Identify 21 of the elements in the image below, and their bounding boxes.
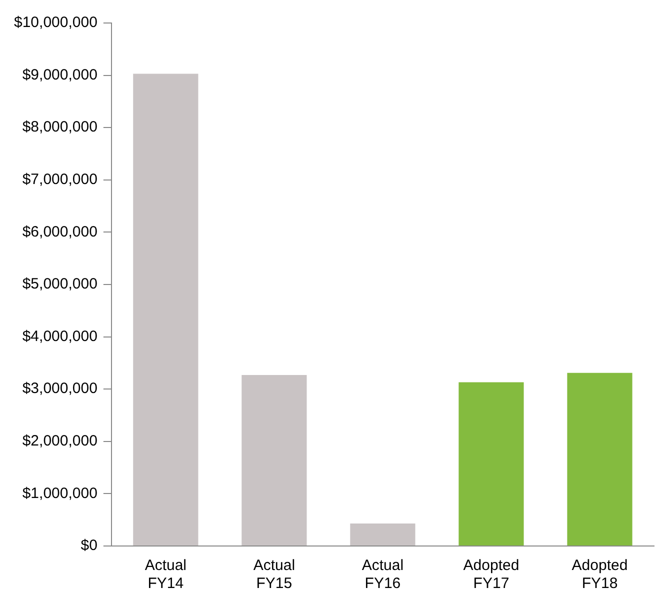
x-tick-label: Actual FY15 — [253, 557, 296, 592]
y-tick-label: $9,000,000 — [22, 66, 98, 84]
y-tick-label: $2,000,000 — [22, 432, 98, 450]
y-tick-label: $8,000,000 — [22, 118, 98, 136]
x-tick-label: Adopted FY17 — [463, 557, 520, 592]
bar — [458, 382, 524, 546]
y-tick-label: $0 — [80, 537, 98, 554]
y-tick-label: $7,000,000 — [22, 171, 98, 188]
x-tick-label: Adopted FY18 — [572, 557, 628, 592]
y-tick-label: $3,000,000 — [22, 380, 98, 398]
bar — [133, 74, 198, 546]
bar — [350, 524, 416, 546]
x-tick-label: Actual FY14 — [144, 557, 187, 592]
x-tick-label: Actual FY16 — [362, 557, 404, 592]
bar — [567, 372, 632, 546]
y-tick-label: $1,000,000 — [22, 484, 98, 502]
y-tick-label: $10,000,000 — [14, 14, 98, 32]
y-tick-label: $5,000,000 — [22, 276, 98, 293]
y-tick-label: $6,000,000 — [22, 223, 98, 240]
y-tick-label: $4,000,000 — [22, 328, 98, 345]
bar — [242, 374, 307, 546]
